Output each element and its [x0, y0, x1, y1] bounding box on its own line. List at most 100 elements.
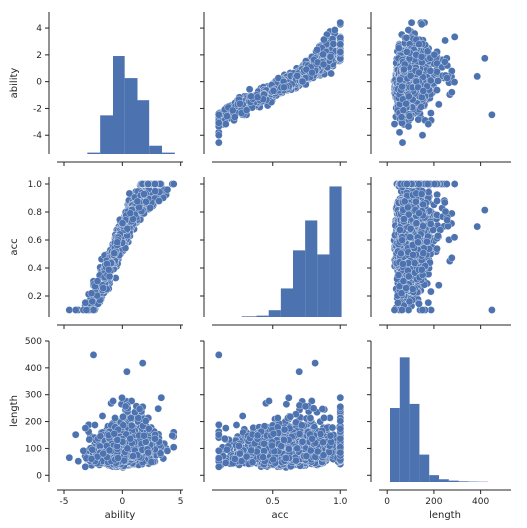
point-ability-acc-1511	[228, 106, 237, 115]
y-tick-label-acc-2: 0.6	[28, 236, 43, 246]
point-ability-length-1541	[399, 106, 408, 114]
point-acc-ability-1573	[142, 197, 150, 206]
point-ability-acc-1204	[222, 120, 230, 128]
point-acc-ability-1578	[105, 272, 114, 281]
hist-bar-ability-3	[124, 78, 138, 154]
point-ability-acc-1573	[319, 50, 327, 59]
point-ability-acc-659	[215, 138, 223, 147]
point-ability-length-1002	[418, 131, 427, 139]
point-acc-ability-1594	[140, 190, 148, 198]
point-ability-acc-1599	[269, 87, 278, 95]
point-ability-length-1593	[403, 48, 411, 56]
point-ability-length-1599	[419, 87, 428, 95]
point-ability-length-1345	[417, 20, 426, 29]
panel-acc-vs-acc	[200, 177, 347, 329]
point-acc-ability-1586	[133, 197, 142, 206]
hist-bar-acc-5	[305, 220, 318, 317]
hist-bar-ability-2	[113, 56, 125, 154]
point-ability-length-1577	[405, 112, 414, 120]
point-ability-length-1558	[415, 40, 423, 49]
point-ability-length-1594	[417, 53, 426, 61]
point-ability-length-1209	[404, 122, 413, 131]
point-ability-acc-1590	[308, 68, 316, 77]
point-ability-acc-1002	[215, 131, 223, 139]
y-tick-label-acc-1: 0.4	[28, 264, 43, 274]
point-ability-length-1595	[402, 99, 410, 108]
y-tick-label-ability-1: -2	[33, 104, 42, 114]
point-ability-length-1198	[448, 88, 456, 97]
y-tick-label-ability-0: -4	[33, 131, 42, 141]
panel-ability-vs-acc	[200, 12, 347, 166]
point-ability-length-1024	[433, 86, 441, 94]
point-acc-ability-1558	[151, 180, 159, 188]
point-ability-acc-319	[245, 85, 254, 94]
panel-ability-vs-ability: -4 -2 0 2 4	[33, 12, 183, 166]
point-ability-acc-1584	[336, 18, 345, 27]
point-ability-length-1543	[423, 47, 432, 56]
point-ability-length-613	[395, 128, 404, 137]
hist-bar-acc-1	[256, 315, 269, 317]
point-ability-length-1529	[441, 58, 449, 66]
point-ability-acc-1591	[298, 77, 307, 86]
point-ability-length-1578	[405, 92, 413, 101]
hist-bar-ability-0	[87, 152, 101, 154]
point-ability-acc-1586	[319, 60, 328, 69]
point-ability-acc-1396	[327, 69, 335, 78]
point-ability-acc-1439	[320, 35, 328, 44]
point-ability-length-1450	[435, 100, 443, 109]
point-ability-acc-1565	[215, 119, 223, 127]
point-ability-acc-1578	[247, 92, 255, 101]
point-acc-ability-810	[163, 185, 172, 194]
point-acc-ability-1598	[123, 224, 132, 233]
point-ability-length-771	[450, 78, 459, 86]
point-acc-ability-1541	[93, 277, 102, 285]
point-acc-ability-1584	[169, 180, 178, 188]
point-ability-acc-1594	[326, 53, 335, 61]
point-acc-ability-1565	[82, 306, 91, 314]
point-ability-length-1550	[396, 75, 404, 84]
point-acc-ability-1542	[146, 204, 154, 212]
y-tick-label-ability-3: 2	[36, 51, 42, 61]
y-tick-label-ability-2: 0	[36, 78, 42, 88]
point-acc-ability-1204	[81, 298, 90, 307]
point-ability-acc-1552	[329, 40, 338, 48]
hist-bar-acc-3	[280, 288, 293, 317]
point-ability-acc-1597	[280, 83, 288, 92]
hist-bar-ability-5	[149, 145, 162, 154]
hist-bar-ability-1	[100, 115, 113, 154]
point-ability-acc-1598	[293, 72, 301, 80]
point-ability-length-1581	[443, 74, 451, 82]
y-tick-label-ability-4: 4	[36, 24, 42, 34]
point-acc-ability-1002	[71, 306, 80, 314]
point-acc-ability-1293	[89, 306, 98, 314]
hist-bar-acc-4	[293, 250, 306, 317]
point-ability-length-1596	[398, 82, 406, 91]
point-ability-length-1204	[424, 120, 433, 128]
point-ability-acc-1558	[336, 40, 345, 49]
point-acc-ability-1591	[118, 219, 127, 227]
point-ability-length-1590	[415, 68, 423, 77]
point-ability-length-463	[441, 36, 449, 45]
point-ability-length-1519	[434, 77, 442, 85]
point-ability-length-1192	[414, 115, 423, 124]
point-acc-ability-1589	[104, 265, 113, 274]
hist-bar-ability-6	[162, 152, 175, 154]
point-ability-length-1584	[407, 18, 416, 27]
point-ability-length-1293	[488, 111, 496, 119]
point-ability-length-1441	[395, 44, 403, 52]
point-acc-ability-1597	[113, 238, 122, 247]
hist-bar-ability-4	[137, 100, 150, 154]
point-ability-length-225	[473, 72, 481, 81]
point-ability-acc-1566	[231, 113, 239, 121]
point-acc-ability-1599	[110, 249, 119, 257]
panel-ability-vs-length	[367, 12, 511, 166]
point-ability-acc-1595	[236, 99, 244, 108]
point-ability-length-659	[398, 138, 407, 147]
y-tick-label-acc-0: 0.2	[28, 292, 42, 302]
point-ability-length-1589	[418, 93, 426, 102]
point-ability-acc-810	[331, 26, 339, 34]
point-ability-acc-1593	[336, 48, 345, 56]
point-acc-ability-1577	[88, 297, 97, 306]
point-ability-acc-1339	[336, 34, 345, 42]
